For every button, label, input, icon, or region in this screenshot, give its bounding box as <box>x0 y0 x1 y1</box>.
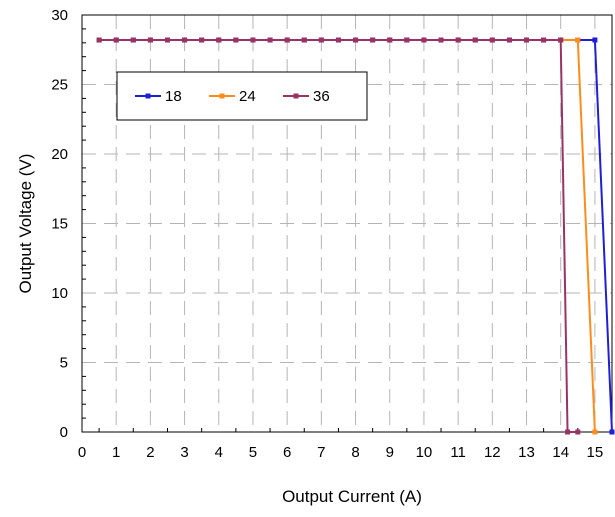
series-point-36 <box>182 37 188 43</box>
x-tick-label: 11 <box>450 444 466 461</box>
series-point-36 <box>387 37 393 43</box>
series-point-36 <box>524 37 530 43</box>
series-point-36 <box>565 429 571 435</box>
minor-tick-layer <box>82 28 613 432</box>
series-point-36 <box>558 37 564 43</box>
legend-item-24: 24 <box>209 88 256 105</box>
x-tick-label: 10 <box>416 444 433 461</box>
series-point-36 <box>541 37 547 43</box>
series-point-36 <box>113 37 119 43</box>
y-tick-label: 10 <box>51 285 68 302</box>
series-point-36 <box>216 37 222 43</box>
y-tick-label: 25 <box>51 77 68 94</box>
x-tick-label: 14 <box>552 444 569 461</box>
series-point-36 <box>575 429 581 435</box>
x-tick-label: 13 <box>518 444 535 461</box>
series-point-36 <box>421 37 427 43</box>
plot-frame <box>81 14 613 433</box>
x-tick-label: 3 <box>180 444 188 461</box>
series-point-24 <box>592 429 598 435</box>
series-point-36 <box>147 37 153 43</box>
x-tick-label: 9 <box>386 444 394 461</box>
y-tick-label: 30 <box>51 7 68 24</box>
x-tick-label: 2 <box>146 444 154 461</box>
series-point-36 <box>318 37 324 43</box>
series-point-36 <box>489 37 495 43</box>
legend-item-36: 36 <box>283 88 330 105</box>
x-tick-label: 1 <box>112 444 120 461</box>
series-point-36 <box>130 37 136 43</box>
grid-layer <box>82 15 612 432</box>
x-tick-label: 6 <box>283 444 291 461</box>
x-tick-label: 4 <box>215 444 223 461</box>
legend-swatch-marker <box>145 93 151 99</box>
legend-items: 18 24 36 <box>135 88 330 105</box>
series-point-36 <box>438 37 444 43</box>
series-point-36 <box>250 37 256 43</box>
series-point-36 <box>353 37 359 43</box>
series-point-18 <box>609 429 615 435</box>
series-point-36 <box>506 37 512 43</box>
y-tick-labels: 0 5 10 15 20 25 30 <box>51 7 68 441</box>
series-point-24 <box>575 37 581 43</box>
x-tick-label: 7 <box>317 444 325 461</box>
series-point-36 <box>455 37 461 43</box>
series-point-36 <box>370 37 376 43</box>
x-tick-label: 12 <box>484 444 501 461</box>
series-point-36 <box>301 37 307 43</box>
x-tick-label: 8 <box>351 444 359 461</box>
series-point-36 <box>96 37 102 43</box>
series-point-36 <box>404 37 410 43</box>
series-point-36 <box>284 37 290 43</box>
series-point-36 <box>335 37 341 43</box>
legend-swatch-marker <box>293 93 299 99</box>
series-point-36 <box>472 37 478 43</box>
series-point-36 <box>199 37 205 43</box>
series-point-36 <box>233 37 239 43</box>
series-point-18 <box>592 37 598 43</box>
legend-label: 36 <box>313 88 330 105</box>
x-tick-label: 15 <box>587 444 604 461</box>
series-36 <box>96 37 581 435</box>
y-tick-label: 0 <box>60 424 68 441</box>
series-layer <box>96 37 615 435</box>
series-point-36 <box>267 37 273 43</box>
series-line-36 <box>99 39 578 433</box>
x-tick-label: 5 <box>249 444 257 461</box>
legend-label: 18 <box>165 88 182 105</box>
y-tick-label: 15 <box>51 216 68 233</box>
y-tick-label: 5 <box>60 355 68 372</box>
legend: 18 24 36 <box>116 71 368 121</box>
x-tick-label: 0 <box>78 444 86 461</box>
y-axis-title: Output Voltage (V) <box>16 154 35 294</box>
y-tick-label: 20 <box>51 146 68 163</box>
legend-swatch-marker <box>219 93 225 99</box>
x-tick-labels: 0 1 2 3 4 5 6 7 8 9 10 11 12 13 14 15 <box>78 444 603 461</box>
series-point-36 <box>164 37 170 43</box>
x-axis-title: Output Current (A) <box>282 487 422 506</box>
legend-item-18: 18 <box>135 88 182 105</box>
legend-label: 24 <box>239 88 256 105</box>
